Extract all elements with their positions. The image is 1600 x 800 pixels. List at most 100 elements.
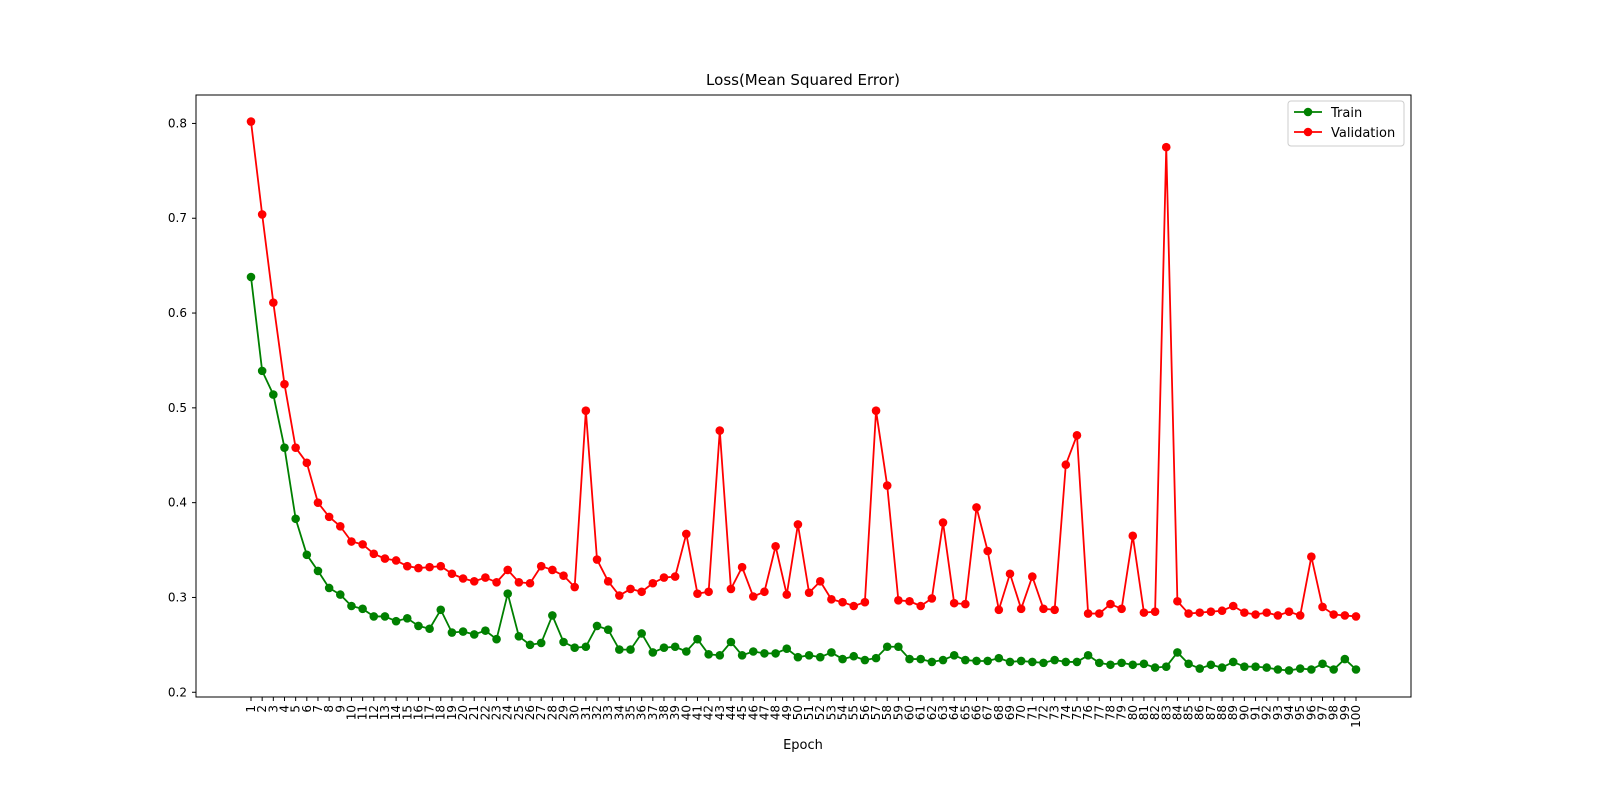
train-point (748, 647, 758, 656)
x-tick-label: 100 (1349, 705, 1363, 728)
train-point (815, 652, 825, 662)
train-point (1340, 654, 1350, 664)
train-series (246, 272, 1361, 675)
x-tick-label: 43 (713, 705, 727, 720)
train-point (1128, 660, 1138, 670)
train-point (882, 642, 892, 652)
y-axis: 0.2 0.3 0.4 0.5 0.6 0.7 0.8 (168, 116, 196, 699)
validation-point (369, 549, 379, 559)
validation-point (1016, 604, 1026, 614)
validation-point (704, 587, 713, 597)
x-tick-label: 88 (1215, 705, 1229, 720)
y-tick-label: 0.6 (168, 306, 187, 320)
train-point (682, 647, 691, 656)
validation-point (1262, 608, 1272, 617)
train-point (737, 650, 747, 660)
validation-point (1039, 604, 1048, 614)
validation-point (882, 481, 892, 490)
train-point (246, 272, 256, 282)
train-point (704, 650, 713, 659)
legend: Train Validation (1287, 100, 1405, 147)
validation-point (335, 522, 345, 531)
validation-point (503, 565, 513, 575)
validation-point (257, 210, 267, 219)
validation-point (458, 574, 468, 583)
x-tick-label: 94 (1282, 705, 1296, 720)
x-tick-label: 69 (1003, 705, 1017, 720)
x-tick-label: 66 (970, 705, 984, 720)
train-point (860, 655, 870, 665)
x-tick-label: 55 (847, 705, 861, 720)
x-tick-label: 41 (690, 705, 704, 720)
validation-point (648, 578, 658, 588)
x-tick-label: 10 (344, 705, 358, 720)
validation-point (436, 561, 446, 571)
train-point (1262, 663, 1272, 672)
train-point (1016, 656, 1026, 666)
x-tick-label: 85 (1182, 705, 1196, 720)
train-point (693, 634, 702, 644)
train-point (1050, 655, 1059, 665)
validation-point (871, 406, 881, 415)
validation-point (402, 561, 412, 571)
x-tick-label: 31 (579, 705, 593, 720)
x-tick-label: 7 (311, 705, 325, 713)
train-point (458, 627, 468, 636)
validation-point (737, 562, 747, 572)
train-point (581, 642, 591, 652)
validation-point (1329, 610, 1338, 619)
legend-train-label: Train (1330, 106, 1362, 121)
x-tick-label: 19 (445, 705, 459, 720)
train-point (938, 655, 948, 665)
validation-point (1117, 604, 1126, 614)
x-tick-label: 39 (668, 705, 682, 720)
train-point (257, 366, 267, 376)
x-tick-label: 37 (646, 705, 660, 720)
train-point (324, 583, 334, 593)
x-tick-label: 59 (891, 705, 905, 720)
validation-point (983, 546, 992, 556)
legend-validation-label: Validation (1331, 126, 1395, 141)
train-point (269, 390, 278, 399)
validation-point (1150, 607, 1160, 616)
y-tick-label: 0.3 (168, 590, 187, 604)
x-axis: 1234567891011121314151617181920212223242… (244, 697, 1363, 728)
train-point (1318, 659, 1327, 669)
validation-point (1284, 607, 1294, 616)
train-line (250, 276, 1357, 672)
x-tick-label: 96 (1304, 705, 1318, 720)
train-point (1251, 662, 1260, 671)
validation-point (1161, 142, 1171, 152)
validation-point (782, 590, 792, 599)
train-point (1184, 659, 1193, 669)
train-point (1206, 660, 1216, 670)
train-point (570, 643, 579, 652)
validation-point (827, 595, 836, 604)
validation-point (1173, 596, 1182, 606)
train-point (972, 656, 981, 666)
validation-point (481, 573, 490, 582)
train-point (894, 642, 903, 652)
x-tick-label: 89 (1226, 705, 1240, 720)
validation-point (860, 597, 870, 607)
x-tick-label: 36 (635, 705, 649, 720)
validation-point (1139, 608, 1149, 617)
train-point (782, 644, 792, 653)
validation-point (916, 601, 925, 611)
x-tick-label: 97 (1316, 705, 1330, 720)
x-tick-label: 67 (981, 705, 995, 720)
validation-point (626, 584, 635, 594)
legend-validation-marker (1303, 127, 1313, 137)
validation-point (1251, 610, 1260, 619)
x-tick-label: 18 (434, 705, 448, 720)
validation-point (659, 573, 669, 582)
train-point (1139, 659, 1149, 669)
x-tick-label: 12 (367, 705, 381, 720)
train-point (626, 645, 635, 654)
validation-point (492, 577, 501, 587)
x-tick-label: 77 (1092, 705, 1106, 720)
x-tick-label: 86 (1193, 705, 1207, 720)
validation-point (771, 541, 780, 551)
x-tick-label: 27 (534, 705, 548, 720)
